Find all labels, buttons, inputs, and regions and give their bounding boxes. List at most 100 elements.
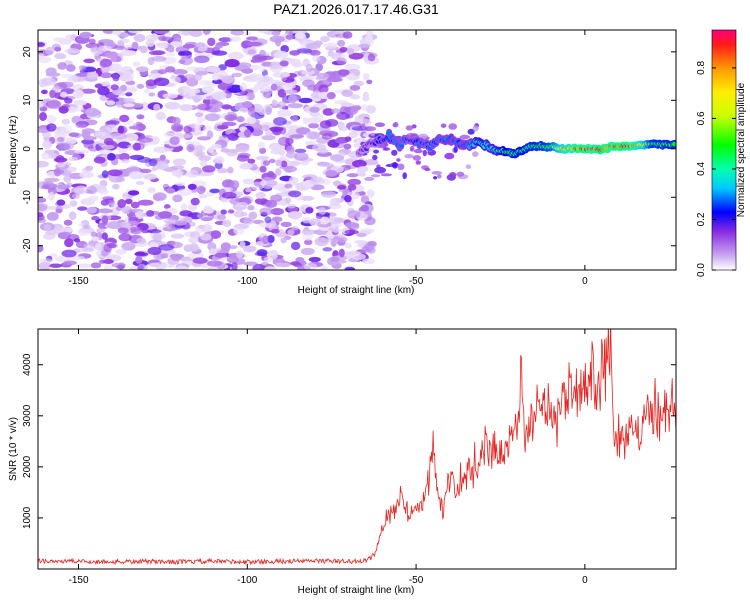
noise-blob <box>137 265 144 270</box>
noise-blob <box>43 224 52 232</box>
noise-blob <box>285 34 295 40</box>
noise-blob <box>288 58 301 65</box>
noise-blob <box>391 149 398 156</box>
noise-blob <box>272 217 283 222</box>
noise-blob <box>45 230 59 235</box>
noise-blob <box>287 211 303 220</box>
noise-blob <box>336 185 347 190</box>
noise-blob <box>300 41 308 48</box>
noise-blob <box>224 59 240 68</box>
noise-blob <box>233 223 250 230</box>
noise-blob <box>322 178 331 185</box>
noise-blob <box>218 37 233 43</box>
noise-blob <box>91 216 100 221</box>
noise-blob <box>133 34 146 42</box>
noise-blob <box>57 184 71 190</box>
noise-blob <box>256 249 268 257</box>
colorbar-tick-label: 0.4 <box>696 162 707 176</box>
noise-blob <box>290 115 299 122</box>
noise-blob <box>365 34 374 43</box>
noise-blob <box>186 144 195 153</box>
noise-blob <box>283 125 299 129</box>
noise-blob <box>270 228 280 234</box>
noise-blob <box>81 167 93 173</box>
noise-blob <box>344 63 361 71</box>
noise-blob <box>270 83 278 91</box>
noise-blob <box>335 236 348 243</box>
noise-blob <box>73 99 87 106</box>
noise-blob <box>290 261 301 266</box>
noise-blob <box>38 100 45 108</box>
noise-blob <box>115 248 127 255</box>
noise-blob <box>41 89 48 95</box>
noise-blob <box>321 191 336 198</box>
noise-blob <box>242 101 253 109</box>
noise-blob <box>325 119 339 127</box>
noise-blob <box>185 169 199 178</box>
noise-blob <box>422 149 427 157</box>
noise-blob <box>100 81 111 87</box>
noise-blob <box>136 66 149 72</box>
noise-blob <box>227 166 234 174</box>
x-tick-label: -50 <box>409 575 424 586</box>
noise-blob <box>187 183 197 190</box>
noise-blob <box>41 77 56 86</box>
noise-blob <box>38 53 45 59</box>
noise-blob <box>123 103 135 108</box>
noise-blob <box>274 262 291 268</box>
noise-blob <box>101 215 109 225</box>
noise-blob <box>359 228 375 234</box>
noise-blob <box>63 219 73 226</box>
noise-blob <box>304 239 313 246</box>
noise-blob <box>280 221 292 227</box>
noise-blob <box>211 91 227 101</box>
noise-blob <box>289 50 301 56</box>
noise-blob <box>302 174 318 180</box>
noise-blob <box>291 225 299 231</box>
noise-blob <box>72 89 85 99</box>
noise-blob <box>73 238 81 243</box>
noise-blob <box>73 149 90 154</box>
noise-blob <box>402 172 408 180</box>
colorbar-gradient <box>711 29 737 271</box>
noise-blob <box>211 144 222 150</box>
noise-blob <box>203 125 212 133</box>
noise-blob <box>415 160 421 165</box>
noise-blob <box>380 173 392 177</box>
noise-blob <box>123 97 135 104</box>
noise-blob <box>235 145 250 153</box>
spectrogram-frame <box>37 29 677 271</box>
noise-blob <box>202 165 216 173</box>
noise-blob <box>314 237 329 247</box>
noise-blob <box>38 261 51 270</box>
noise-blob <box>472 151 479 157</box>
noise-blob <box>130 201 140 209</box>
noise-blob <box>204 113 220 122</box>
figure-title: PAZ1.2026.017.17.46.G31 <box>273 1 439 17</box>
noise-blob <box>409 145 415 152</box>
noise-blob <box>453 146 458 153</box>
noise-blob <box>102 30 115 34</box>
noise-blob <box>280 160 288 168</box>
noise-blob <box>209 188 221 194</box>
noise-blob <box>55 208 63 214</box>
noise-blob <box>346 173 359 178</box>
noise-blob <box>165 188 176 194</box>
noise-blob <box>356 167 365 176</box>
noise-blob <box>101 170 109 178</box>
noise-blob <box>147 229 162 234</box>
noise-blob <box>146 210 155 217</box>
noise-blob <box>346 47 355 55</box>
noise-blob <box>343 143 352 150</box>
noise-blob <box>46 211 59 221</box>
noise-blob <box>170 233 185 239</box>
colorbar: 0.0 0.2 0.4 0.6 0.8 Normalized spectral ampl… <box>696 29 747 277</box>
noise-blob <box>147 73 163 78</box>
noise-blob <box>294 148 307 154</box>
noise-blob <box>172 116 181 125</box>
noise-blob <box>348 52 364 60</box>
noise-blob <box>325 169 338 177</box>
colorbar-tick-label: 0.6 <box>696 111 707 125</box>
y-tick-label: 0 <box>22 146 33 152</box>
